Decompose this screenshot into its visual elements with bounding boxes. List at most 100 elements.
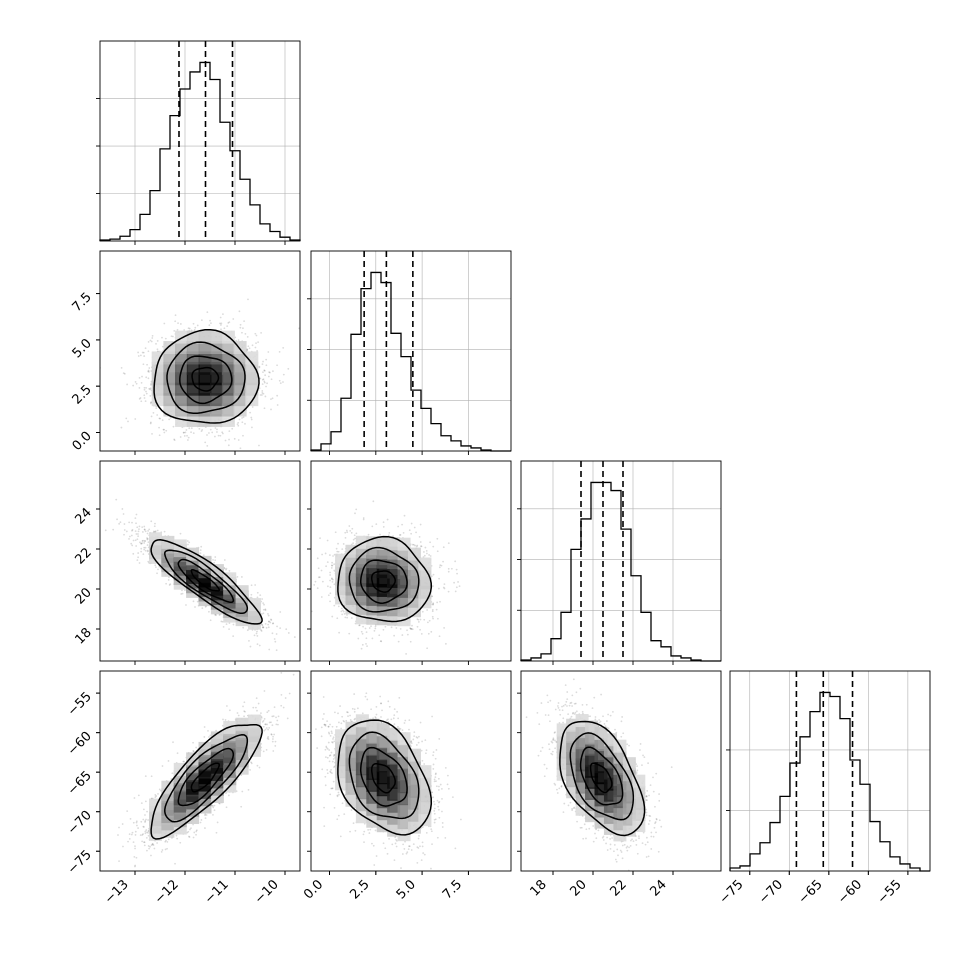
scatter-point <box>116 518 118 521</box>
scatter-point <box>188 835 190 838</box>
scatter-point <box>251 406 254 408</box>
scatter-point <box>438 635 441 638</box>
scatter-point <box>408 845 411 848</box>
scatter-point <box>148 387 151 390</box>
scatter-point <box>384 625 387 628</box>
scatter-point <box>284 697 287 699</box>
scatter-point <box>356 707 359 710</box>
density-cell <box>163 361 177 375</box>
scatter-point <box>134 418 137 420</box>
scatter-point <box>250 761 252 764</box>
density-cell <box>632 807 646 821</box>
scatter-point <box>346 616 349 619</box>
scatter-point <box>426 609 429 611</box>
scatter-point <box>422 852 425 854</box>
scatter-point <box>547 701 549 704</box>
scatter-point <box>330 769 332 771</box>
scatter-point <box>174 314 177 317</box>
scatter-point <box>328 760 331 763</box>
scatter-point <box>375 523 378 526</box>
scatter-point <box>211 431 214 434</box>
scatter-point <box>374 625 377 628</box>
scatter-point <box>375 705 378 708</box>
scatter-point <box>260 712 262 715</box>
scatter-point <box>232 635 235 638</box>
scatter-point <box>635 772 638 775</box>
scatter-point <box>350 531 353 534</box>
scatter-point <box>130 833 133 836</box>
scatter-point <box>562 717 565 720</box>
scatter-point <box>605 842 607 845</box>
scatter-point <box>603 723 606 725</box>
scatter-point <box>425 831 428 834</box>
scatter-point <box>564 703 567 706</box>
scatter-point <box>272 738 274 740</box>
scatter-point <box>244 422 246 425</box>
scatter-point <box>457 581 459 583</box>
scatter-point <box>411 543 414 546</box>
scatter-point <box>328 732 331 735</box>
scatter-point <box>352 822 355 825</box>
density-cell <box>233 403 247 417</box>
scatter-point <box>147 377 150 380</box>
scatter-point <box>208 432 210 434</box>
scatter-point <box>321 553 324 556</box>
scatter-point <box>574 702 577 705</box>
scatter-point <box>585 703 588 706</box>
scatter-point <box>632 840 635 843</box>
scatter-point <box>595 828 597 831</box>
density-cell <box>198 741 212 755</box>
density-cell <box>387 763 401 777</box>
scatter-point <box>309 773 311 775</box>
scatter-point <box>244 332 247 335</box>
scatter-point <box>362 517 365 519</box>
scatter-point <box>386 719 388 722</box>
scatter-point <box>193 328 196 331</box>
scatter-point <box>323 723 326 726</box>
scatter-point <box>151 432 153 435</box>
scatter-point <box>247 788 250 791</box>
scatter-point <box>571 705 574 707</box>
scatter-point <box>143 394 146 397</box>
scatter-point <box>267 626 270 629</box>
scatter-point <box>276 719 279 722</box>
scatter-point <box>594 718 597 721</box>
scatter-point <box>639 743 642 745</box>
scatter-point <box>117 834 119 836</box>
scatter-point <box>415 545 418 548</box>
scatter-point <box>324 552 327 555</box>
scatter-point <box>331 760 334 763</box>
scatter-point <box>132 539 135 542</box>
scatter-point <box>329 592 332 595</box>
scatter-point <box>272 622 275 625</box>
scatter-point <box>226 705 228 707</box>
density-cell <box>198 372 212 386</box>
scatter-point <box>150 854 152 857</box>
scatter-point <box>423 763 426 765</box>
scatter-point <box>320 596 323 598</box>
scatter-point <box>188 327 191 330</box>
scatter-point <box>412 738 415 741</box>
scatter-point <box>120 426 123 429</box>
scatter-point <box>571 694 574 697</box>
scatter-point <box>140 542 143 545</box>
scatter-point <box>569 801 572 804</box>
scatter-point <box>141 531 144 533</box>
scatter-point <box>655 831 657 834</box>
density-cell <box>175 341 189 355</box>
scatter-point <box>260 716 263 719</box>
scatter-point <box>568 704 571 707</box>
scatter-point <box>409 640 412 643</box>
scatter-point <box>244 710 246 713</box>
scatter-point <box>432 603 434 606</box>
scatter-point <box>237 424 240 427</box>
contour-level <box>166 341 246 415</box>
scatter-point <box>156 414 159 416</box>
scatter-point <box>270 733 273 736</box>
scatter-point <box>649 784 652 787</box>
scatter-point <box>142 818 145 821</box>
scatter-point <box>221 432 224 435</box>
scatter-point <box>187 436 190 439</box>
histogram-step <box>520 481 721 662</box>
scatter-point <box>347 715 349 718</box>
